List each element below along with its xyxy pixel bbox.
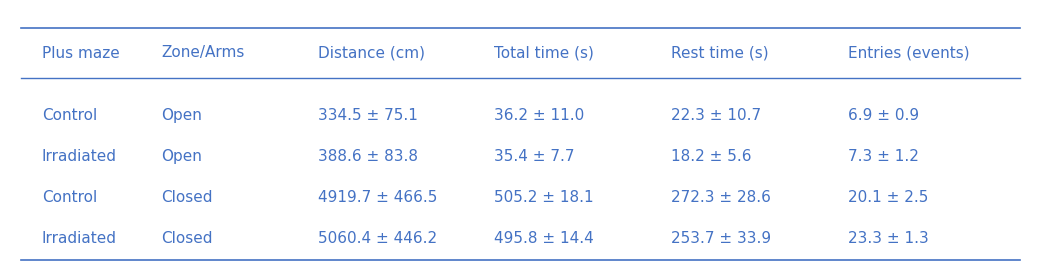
Text: Irradiated: Irradiated: [42, 149, 117, 164]
Text: Closed: Closed: [161, 231, 212, 246]
Text: Zone/Arms: Zone/Arms: [161, 46, 245, 60]
Text: 36.2 ± 11.0: 36.2 ± 11.0: [494, 108, 585, 123]
Text: Irradiated: Irradiated: [42, 231, 117, 246]
Text: 6.9 ± 0.9: 6.9 ± 0.9: [848, 108, 919, 123]
Text: Plus maze: Plus maze: [42, 46, 120, 60]
Text: Control: Control: [42, 108, 97, 123]
Text: Control: Control: [42, 190, 97, 205]
Text: Closed: Closed: [161, 190, 212, 205]
Text: 23.3 ± 1.3: 23.3 ± 1.3: [848, 231, 930, 246]
Text: 253.7 ± 33.9: 253.7 ± 33.9: [671, 231, 771, 246]
Text: 5060.4 ± 446.2: 5060.4 ± 446.2: [318, 231, 436, 246]
Text: 505.2 ± 18.1: 505.2 ± 18.1: [494, 190, 594, 205]
Text: 7.3 ± 1.2: 7.3 ± 1.2: [848, 149, 919, 164]
Text: 35.4 ± 7.7: 35.4 ± 7.7: [494, 149, 575, 164]
Text: 4919.7 ± 466.5: 4919.7 ± 466.5: [318, 190, 437, 205]
Text: 388.6 ± 83.8: 388.6 ± 83.8: [318, 149, 417, 164]
Text: 20.1 ± 2.5: 20.1 ± 2.5: [848, 190, 929, 205]
Text: 272.3 ± 28.6: 272.3 ± 28.6: [671, 190, 771, 205]
Text: Open: Open: [161, 108, 202, 123]
Text: 495.8 ± 14.4: 495.8 ± 14.4: [494, 231, 594, 246]
Text: Distance (cm): Distance (cm): [318, 46, 425, 60]
Text: Entries (events): Entries (events): [848, 46, 970, 60]
Text: 22.3 ± 10.7: 22.3 ± 10.7: [671, 108, 762, 123]
Text: 18.2 ± 5.6: 18.2 ± 5.6: [671, 149, 752, 164]
Text: Rest time (s): Rest time (s): [671, 46, 769, 60]
Text: Open: Open: [161, 149, 202, 164]
Text: Total time (s): Total time (s): [494, 46, 594, 60]
Text: 334.5 ± 75.1: 334.5 ± 75.1: [318, 108, 417, 123]
